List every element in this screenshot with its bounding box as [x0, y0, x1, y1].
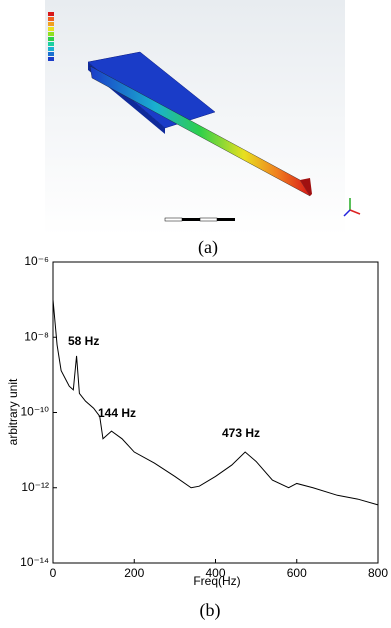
y-tick-label: 10⁻¹²: [21, 480, 49, 494]
x-tick-label: 400: [205, 566, 225, 580]
y-tick-label: 10⁻¹⁴: [20, 555, 49, 569]
x-tick-label: 0: [50, 566, 57, 580]
y-tick-label: 10⁻⁶: [24, 254, 49, 268]
caption-a: (a): [198, 237, 218, 258]
data-line: [53, 300, 378, 505]
annotation: 473 Hz: [222, 426, 260, 440]
x-tick-label: 200: [124, 566, 144, 580]
y-tick-label: 10⁻¹⁰: [21, 405, 50, 419]
y-tick-label: 10⁻⁸: [24, 329, 49, 343]
annotation: 58 Hz: [68, 334, 99, 348]
caption-b: (b): [200, 600, 221, 621]
annotation: 144 Hz: [98, 406, 136, 420]
fea-image: [45, 0, 360, 236]
figure: (a) (b) Freq(Hz) arbitrary unit 58 Hz 14…: [0, 0, 391, 628]
x-tick-label: 600: [287, 566, 307, 580]
y-axis-label: arbitrary unit: [6, 378, 20, 445]
x-tick-label: 800: [368, 566, 388, 580]
